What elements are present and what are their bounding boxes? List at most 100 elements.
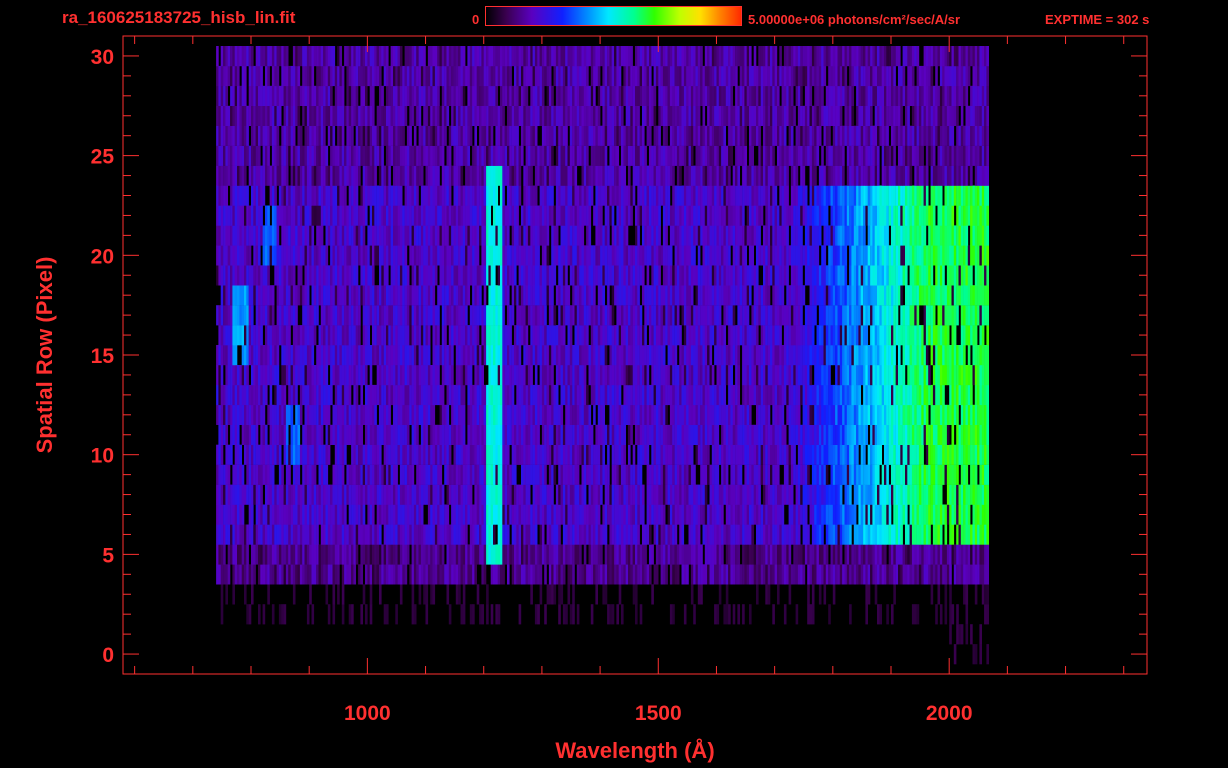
heatmap-cell [777,365,780,386]
heatmap-cell [646,464,650,485]
heatmap-cell [867,584,871,605]
heatmap-cell [681,345,685,366]
heatmap-cell [614,544,617,565]
heatmap-cell [609,265,612,286]
heatmap-cell [500,464,503,485]
heatmap-cell [530,464,533,485]
heatmap-cell [932,325,936,346]
heatmap-cell [972,484,976,505]
heatmap-cell [334,444,338,465]
heatmap-cell [965,484,969,505]
heatmap-cell [814,444,817,465]
heatmap-cell [874,524,878,545]
heatmap-cell [595,564,598,585]
heatmap-cell [262,365,266,386]
heatmap-cell [420,265,424,286]
heatmap-cell [409,285,412,306]
heatmap-cell [944,524,948,545]
heatmap-cell [683,504,687,525]
heatmap-cell [600,484,603,505]
heatmap-cell [325,345,329,366]
heatmap-cell [404,365,408,386]
heatmap-cell [244,345,247,366]
heatmap-cell [649,325,652,346]
heatmap-cell [821,444,824,465]
heatmap-cell [746,404,750,425]
heatmap-cell [714,305,717,326]
heatmap-cell [530,544,533,565]
heatmap-cell [390,484,394,505]
heatmap-cell [965,404,969,425]
heatmap-cell [960,365,964,386]
heatmap-cell [630,325,633,346]
heatmap-cell [690,504,694,525]
heatmap-cell [849,504,852,525]
heatmap-cell [309,404,312,425]
heatmap-cell [960,524,964,545]
heatmap-cell [767,524,771,545]
heatmap-cell [453,285,457,306]
heatmap-cell [323,564,326,585]
heatmap-cell [953,564,957,585]
heatmap-cell [458,305,461,326]
heatmap-cell [448,325,452,346]
heatmap-cell [323,384,326,406]
heatmap-cell [437,345,440,366]
heatmap-cell [271,404,275,425]
heatmap-cell [974,325,978,346]
heatmap-cell [511,424,515,445]
heatmap-cell [972,404,976,425]
heatmap-cell [660,444,664,465]
heatmap-cell [609,325,612,346]
heatmap-cell [967,564,971,585]
heatmap-cell [744,325,747,346]
heatmap-cell [581,345,585,366]
heatmap-cell [853,504,857,525]
heatmap-cell [660,484,664,505]
heatmap-cell [721,345,724,366]
heatmap-cell [900,305,903,326]
heatmap-cell [537,444,540,465]
heatmap-cell [872,524,875,545]
heatmap-cell [395,524,398,545]
heatmap-cell [688,285,692,306]
heatmap-cell [804,464,808,485]
heatmap-cell [867,524,871,545]
heatmap-cell [765,504,768,525]
heatmap-cell [265,504,268,525]
heatmap-cell [970,524,973,545]
heatmap-cell [288,564,291,585]
heatmap-cell [244,384,247,406]
heatmap-cell [658,285,661,306]
heatmap-cell [386,265,389,286]
heatmap-cell [225,365,228,386]
heatmap-cell [967,404,971,425]
heatmap-cell [977,504,980,525]
heatmap-cell [551,444,554,465]
heatmap-cell [497,604,501,625]
heatmap-cell [325,384,329,406]
heatmap-cell [774,544,778,565]
heatmap-cell [921,564,924,585]
heatmap-cell [511,265,515,286]
heatmap-cell [267,544,270,565]
heatmap-cell [642,404,645,425]
heatmap-cell [404,504,408,525]
heatmap-cell [234,325,238,346]
heatmap-cell [905,544,908,565]
heatmap-cell [728,424,731,445]
heatmap-cell [451,265,454,286]
heatmap-cell [551,424,554,445]
heatmap-cell [672,285,675,306]
heatmap-cell [786,325,789,346]
heatmap-cell [644,285,647,306]
heatmap-cell [718,524,722,545]
heatmap-cell [516,484,519,505]
heatmap-cell [548,265,552,286]
heatmap-cell [593,404,596,425]
heatmap-cell [355,444,359,465]
heatmap-cell [944,584,948,605]
heatmap-cell [686,504,689,525]
heatmap-cell [842,444,845,465]
heatmap-cell [225,524,228,545]
